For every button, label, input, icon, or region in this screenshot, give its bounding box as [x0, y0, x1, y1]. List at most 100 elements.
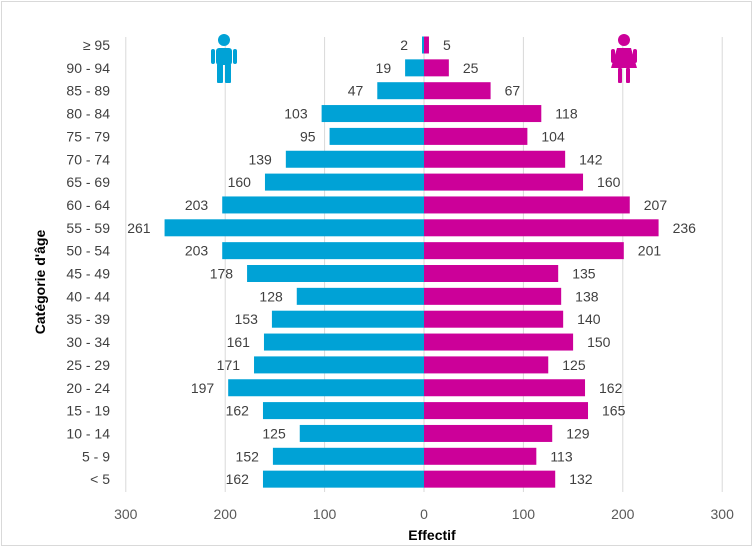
data-label-right: 162: [599, 380, 623, 396]
data-label-left: 2: [400, 37, 408, 53]
data-label-left: 153: [235, 311, 259, 327]
x-tick-label: 200: [214, 506, 238, 522]
bar-left: [254, 356, 424, 374]
data-label-right: 236: [673, 220, 697, 236]
data-label-left: 128: [259, 288, 283, 304]
bar-right: [424, 105, 542, 123]
data-label-right: 118: [555, 106, 578, 122]
bar-right: [424, 287, 562, 305]
data-label-left: 139: [248, 151, 272, 167]
bar-right: [424, 219, 659, 237]
data-label-right: 140: [577, 311, 601, 327]
bar-right: [424, 173, 584, 191]
bar-right: [424, 82, 491, 100]
data-label-right: 132: [569, 471, 593, 487]
bar-right: [424, 127, 528, 145]
x-tick-label: 300: [711, 506, 735, 522]
bar-right: [424, 424, 553, 442]
x-tick-label: 0: [420, 506, 428, 522]
data-label-left: 162: [226, 403, 250, 419]
data-label-left: 203: [185, 243, 209, 259]
bar-left: [264, 173, 424, 191]
bar-right: [424, 333, 574, 351]
x-axis-ticks: 300 200 100 0 100 200 300: [114, 506, 734, 522]
data-label-left: 160: [228, 174, 252, 190]
bar-right: [424, 59, 449, 77]
category-label: 65 - 69: [66, 174, 110, 190]
data-label-left: 152: [236, 448, 260, 464]
data-label-left: 197: [191, 380, 215, 396]
data-label-right: 165: [602, 403, 626, 419]
x-tick-label: 100: [512, 506, 536, 522]
x-axis-title: Effectif: [408, 527, 456, 543]
data-label-left: 162: [226, 471, 250, 487]
data-label-right: 201: [638, 243, 662, 259]
bar-right: [424, 242, 624, 260]
category-label: 70 - 74: [66, 151, 110, 167]
data-label-left: 103: [284, 106, 308, 122]
category-label: 60 - 64: [66, 197, 110, 213]
category-label: < 5: [90, 471, 110, 487]
data-label-right: 142: [579, 151, 603, 167]
bar-left: [296, 287, 424, 305]
category-label: 10 - 14: [66, 425, 110, 441]
category-label: 5 - 9: [82, 448, 110, 464]
category-label: 45 - 49: [66, 266, 110, 282]
data-label-left: 47: [348, 83, 364, 99]
x-tick-label: 100: [313, 506, 337, 522]
data-label-right: 129: [566, 425, 590, 441]
category-label: 55 - 59: [66, 220, 110, 236]
category-label: 30 - 34: [66, 334, 110, 350]
data-label-left: 203: [185, 197, 209, 213]
category-label: ≥ 95: [83, 37, 110, 53]
bar-left: [263, 333, 424, 351]
data-label-right: 138: [575, 288, 599, 304]
category-labels: ≥ 95 90 - 94 85 - 89 80 - 84 75 - 79 70 - 74 6…: [66, 37, 110, 487]
male-person-icon: [211, 34, 237, 83]
bar-right: [424, 150, 566, 168]
data-label-right: 104: [541, 128, 565, 144]
data-label-right: 125: [562, 357, 586, 373]
bar-left: [228, 379, 424, 397]
category-label: 85 - 89: [66, 83, 110, 99]
x-tick-label: 200: [611, 506, 635, 522]
data-label-left: 171: [217, 357, 241, 373]
bar-left: [285, 150, 424, 168]
bar-left: [222, 242, 424, 260]
bar-left: [222, 196, 424, 214]
bar-left: [329, 127, 424, 145]
data-label-right: 160: [597, 174, 621, 190]
data-label-right: 113: [550, 448, 573, 464]
data-label-right: 25: [463, 60, 479, 76]
bar-right: [424, 379, 586, 397]
bar-left: [405, 59, 424, 77]
bar-left: [422, 36, 424, 54]
bar-right: [424, 402, 589, 420]
data-label-right: 5: [443, 37, 451, 53]
category-label: 50 - 54: [66, 243, 110, 259]
bar-right: [424, 265, 559, 282]
bar-right: [424, 470, 556, 488]
bar-right: [424, 196, 630, 214]
category-label: 25 - 29: [66, 357, 110, 373]
category-label: 80 - 84: [66, 106, 110, 122]
data-label-right: 150: [587, 334, 611, 350]
data-label-left: 95: [300, 128, 316, 144]
data-label-right: 135: [572, 266, 596, 282]
bar-left: [262, 470, 424, 488]
category-label: 20 - 24: [66, 380, 110, 396]
bar-left: [262, 402, 424, 420]
bar-right: [424, 447, 537, 465]
bar-left: [321, 105, 424, 123]
category-label: 35 - 39: [66, 311, 110, 327]
data-label-left: 19: [376, 60, 392, 76]
category-label: 75 - 79: [66, 128, 110, 144]
data-label-right: 207: [644, 197, 668, 213]
x-tick-label: 300: [114, 506, 138, 522]
female-person-icon: [611, 34, 637, 83]
bar-left: [272, 447, 424, 465]
category-label: 15 - 19: [66, 403, 110, 419]
data-label-left: 125: [262, 425, 286, 441]
bar-left: [377, 82, 424, 100]
